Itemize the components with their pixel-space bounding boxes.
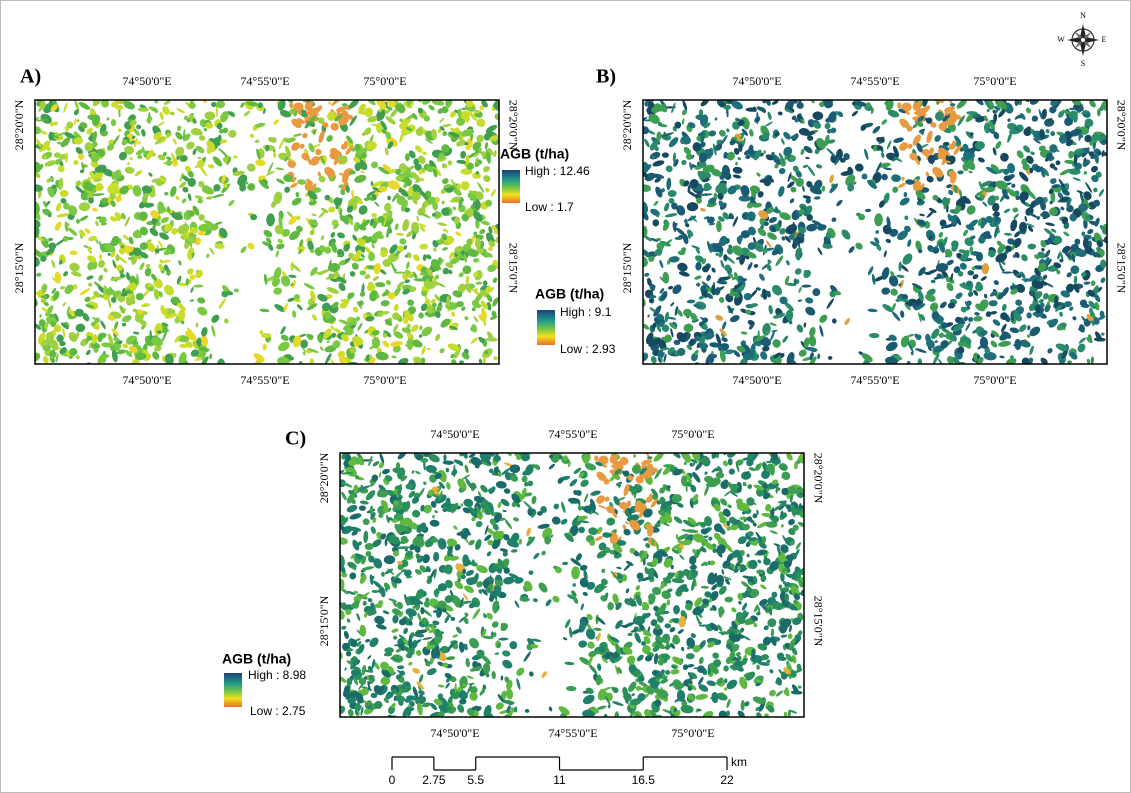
legend-high: High : 9.1 [560,305,612,319]
vegetation-patch [150,330,152,340]
vegetation-patch [164,192,168,196]
vegetation-patch [378,186,387,192]
legend-title: AGB (t/ha) [500,146,569,162]
lat-label: 28°15'0"N [12,242,26,293]
vegetation-patch [1019,222,1027,232]
legend-title: AGB (t/ha) [535,286,604,302]
lon-label: 74°50'0"E [732,74,781,88]
lon-label: 74°55'0"E [850,74,899,88]
lon-label: 75°0'0"E [363,373,406,387]
vegetation-patch [438,129,441,133]
vegetation-patch [904,192,908,197]
vegetation-patch [931,280,936,283]
lat-label: 28°15'0"N [506,243,520,294]
legend-ramp [537,310,555,345]
lon-label: 75°0'0"E [973,74,1016,88]
lon-label: 74°50'0"E [122,74,171,88]
lon-label: 74°50'0"E [122,373,171,387]
lon-label: 75°0'0"E [973,373,1016,387]
figure: N S E W A) 74°50'0"E 74°55'0"E 75°0'0"E 74°5… [0,0,1131,793]
vegetation-patch [70,250,78,255]
lat-label: 28°20'0"N [12,99,26,150]
compass-w: W [1057,35,1065,44]
vegetation-patch [443,454,446,461]
panel-label: B) [596,66,616,88]
lon-label: 75°0'0"E [363,74,406,88]
compass-n: N [1080,11,1086,20]
lat-label: 28°15'0"N [1114,243,1128,294]
legend-high: High : 12.46 [525,164,590,178]
lat-label: 28°20'0"N [506,100,520,151]
lat-label: 28°20'0"N [1114,100,1128,151]
vegetation-patch [678,250,686,255]
legend-low: Low : 2.93 [560,342,616,356]
lat-label: 28°20'0"N [620,99,634,150]
lon-label: 74°55'0"E [240,373,289,387]
vegetation-patch [296,192,300,197]
lon-label: 74°50'0"E [732,373,781,387]
lat-label: 28°15'0"N [620,242,634,293]
vegetation-patch [111,119,116,126]
lon-label: 74°55'0"E [850,373,899,387]
vegetation-patch [1046,129,1049,133]
vegetation-patch [628,633,633,636]
vegetation-patch [411,222,419,232]
compass-s: S [1081,59,1085,68]
legend-low: Low : 1.7 [525,200,574,214]
panel-label: A) [20,66,41,88]
compass-e: E [1102,35,1107,44]
lon-label: 74°55'0"E [240,74,289,88]
legend-ramp [502,170,520,203]
